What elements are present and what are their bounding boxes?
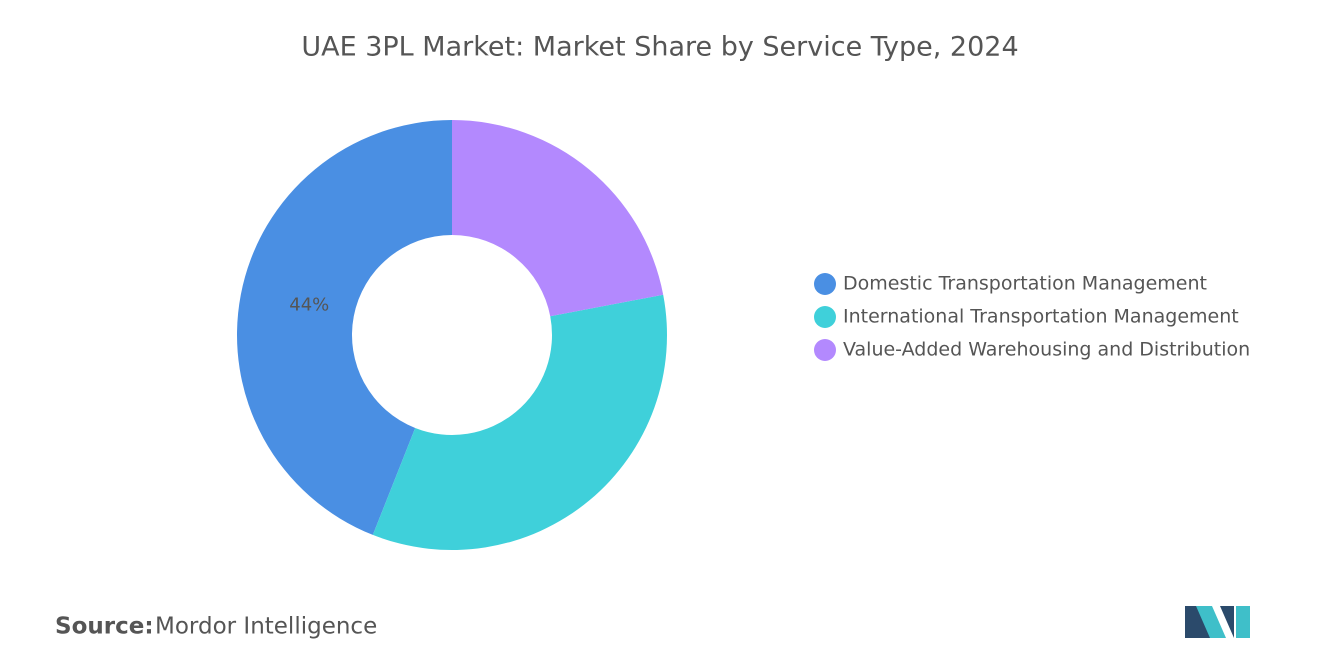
legend-marker xyxy=(814,306,836,328)
source: Mordor Intelligence xyxy=(155,614,377,640)
donut-slice xyxy=(237,120,452,535)
donut-slice xyxy=(452,120,664,317)
legend-label: Value-Added Warehousing and Distribution xyxy=(843,339,1250,361)
data-label: 44% xyxy=(289,294,329,315)
legend-label: Domestic Transportation Management xyxy=(843,273,1207,295)
legend-marker xyxy=(814,273,836,295)
logo xyxy=(1185,606,1250,638)
legend-marker xyxy=(814,339,836,361)
source-label: Source: xyxy=(55,614,154,640)
chart-title: UAE 3PL Market: Market Share by Service … xyxy=(301,32,1018,63)
legend-label: International Transportation Management xyxy=(843,306,1239,328)
donut-slice xyxy=(372,294,667,550)
